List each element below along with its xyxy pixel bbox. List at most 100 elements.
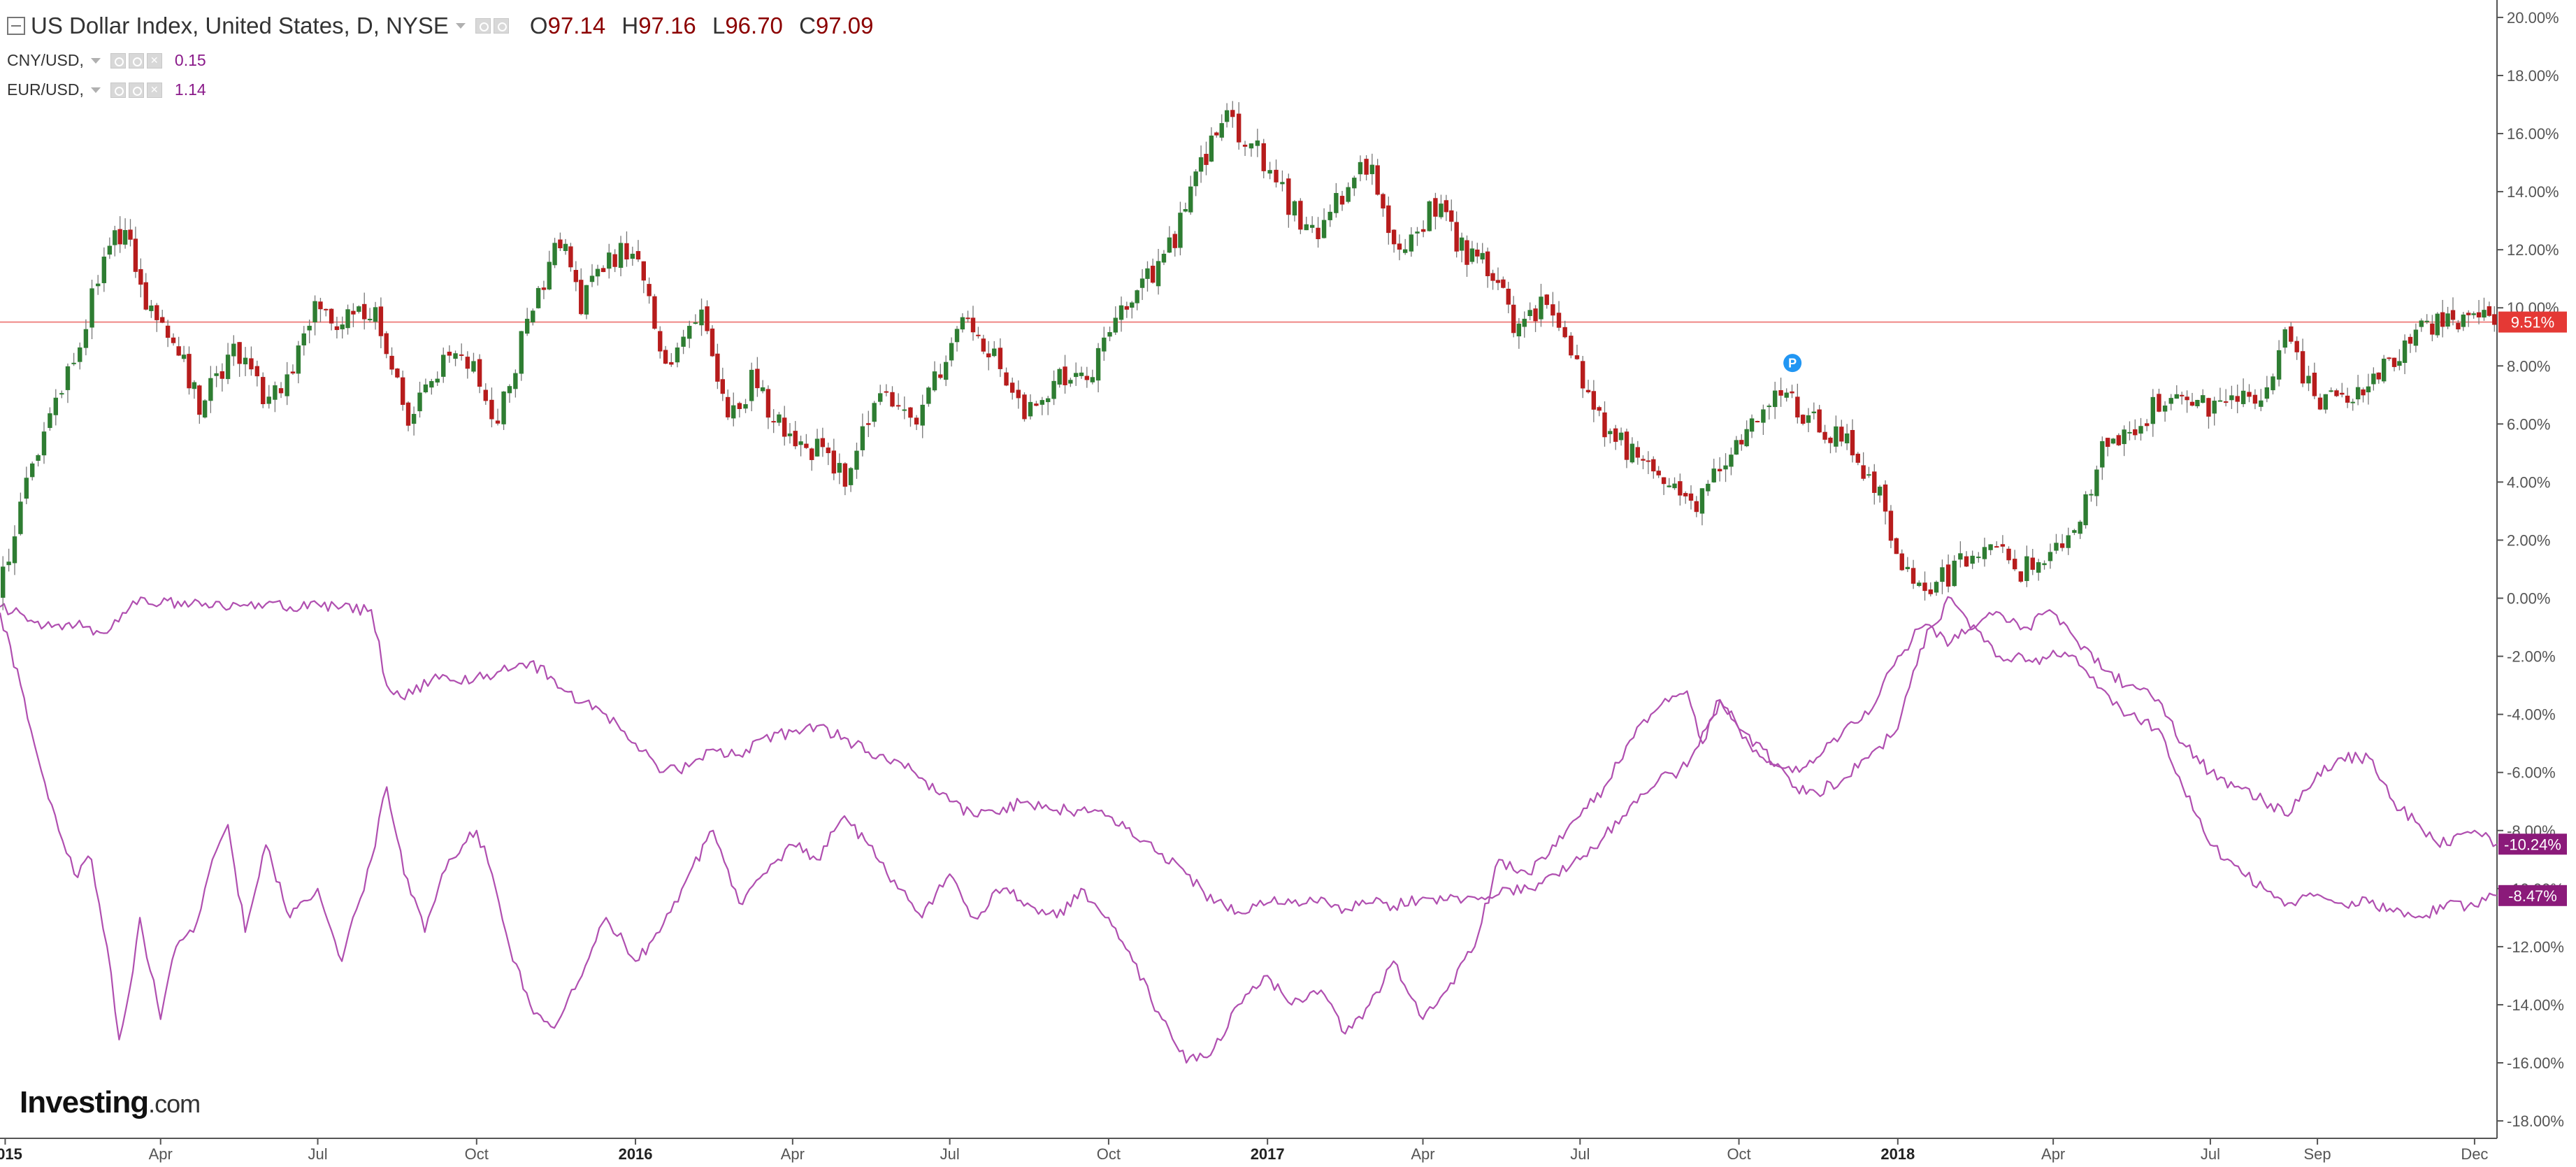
candle	[101, 247, 107, 292]
x-tick-label: Apr	[781, 1145, 805, 1163]
candle-body	[334, 326, 340, 330]
candle	[1274, 159, 1279, 188]
candle-body	[1817, 409, 1822, 433]
candle-body	[2189, 401, 2195, 406]
candle-body	[681, 336, 686, 347]
candle	[1661, 477, 1667, 495]
candle-body	[1597, 407, 1602, 411]
y-tick-label: -2.00%	[2507, 648, 2556, 666]
candle	[254, 360, 260, 387]
candle	[878, 385, 883, 406]
candle-body	[1178, 213, 1183, 248]
candle	[1945, 554, 1951, 593]
candle-body	[1236, 113, 1242, 143]
candle	[1397, 234, 1402, 261]
candle	[568, 243, 573, 272]
candle	[2138, 417, 2143, 441]
candle-body	[804, 443, 809, 448]
close-icon[interactable]	[146, 82, 162, 98]
candle-body	[720, 379, 726, 394]
candle	[2066, 527, 2071, 555]
candle-body	[798, 441, 803, 445]
candle	[489, 387, 494, 428]
candle-body	[143, 282, 148, 310]
candle	[2252, 389, 2258, 410]
x-tick-label: Jul	[308, 1145, 327, 1163]
candle-body	[1028, 401, 1033, 417]
candle-body	[584, 285, 589, 315]
candle-body	[1672, 483, 1677, 489]
candle-body	[926, 387, 931, 404]
candle-body	[1734, 440, 1739, 455]
x-tick-label: Oct	[465, 1145, 489, 1163]
collapse-icon[interactable]	[7, 17, 25, 35]
candle	[2289, 322, 2294, 344]
candle-body	[2223, 401, 2229, 403]
candle	[1641, 455, 1646, 470]
candle	[2408, 334, 2413, 353]
visibility-icon[interactable]	[110, 82, 126, 98]
candle-body	[810, 448, 814, 460]
candle	[1090, 369, 1095, 385]
y-tick-label: -14.00%	[2507, 996, 2564, 1014]
candle-body	[2300, 351, 2305, 384]
candle	[181, 345, 187, 362]
candle-body	[405, 402, 411, 426]
candle	[1828, 436, 1833, 454]
candle	[2247, 384, 2252, 403]
candle-body	[2235, 396, 2240, 402]
candle	[71, 352, 76, 366]
candle	[1224, 103, 1230, 128]
y-tick-label: -16.00%	[2507, 1054, 2564, 1072]
candle	[2276, 340, 2282, 387]
candle-body	[2376, 372, 2381, 380]
chevron-down-icon[interactable]	[90, 57, 101, 64]
close-icon[interactable]	[146, 52, 162, 69]
candle	[579, 268, 584, 315]
candle-body	[1352, 178, 1357, 189]
candle	[2482, 297, 2487, 321]
candle-body	[612, 254, 617, 267]
candle	[1161, 250, 1167, 266]
candle	[324, 308, 329, 317]
candle	[225, 343, 231, 385]
candle	[296, 341, 301, 384]
chevron-down-icon[interactable]	[90, 87, 101, 93]
candle	[726, 389, 731, 420]
candle-body	[771, 421, 776, 423]
candle	[1449, 199, 1454, 231]
candle	[149, 299, 154, 318]
candle-body	[395, 368, 400, 378]
candle-body	[1581, 361, 1585, 389]
candle-body	[1651, 459, 1656, 472]
settings-icon[interactable]	[128, 82, 144, 98]
candle	[589, 264, 595, 287]
candle-body	[165, 325, 171, 338]
chevron-down-icon[interactable]	[455, 23, 466, 29]
candle	[1381, 192, 1386, 217]
candle-body	[477, 359, 482, 387]
settings-icon[interactable]	[493, 18, 509, 34]
candle-body	[2456, 322, 2461, 330]
candle-body	[1490, 273, 1495, 281]
candle-body	[1994, 546, 1999, 548]
candle-body	[715, 353, 720, 382]
candle-body	[1646, 460, 1651, 462]
candle	[1694, 496, 1699, 517]
candle	[1822, 424, 1827, 444]
candle-body	[1739, 440, 1744, 445]
visibility-icon[interactable]	[475, 18, 491, 34]
settings-icon[interactable]	[128, 52, 144, 69]
candle-body	[1286, 178, 1291, 215]
candle-body	[568, 246, 573, 268]
candle	[237, 341, 242, 377]
candle-body	[489, 399, 494, 420]
candle-body	[2229, 395, 2234, 401]
candle	[1068, 378, 1073, 387]
candle	[78, 342, 82, 370]
candle-body	[1267, 170, 1272, 174]
candle-body	[2078, 522, 2082, 534]
visibility-icon[interactable]	[110, 52, 126, 69]
candle	[1439, 194, 1444, 220]
candle-body	[872, 403, 877, 422]
